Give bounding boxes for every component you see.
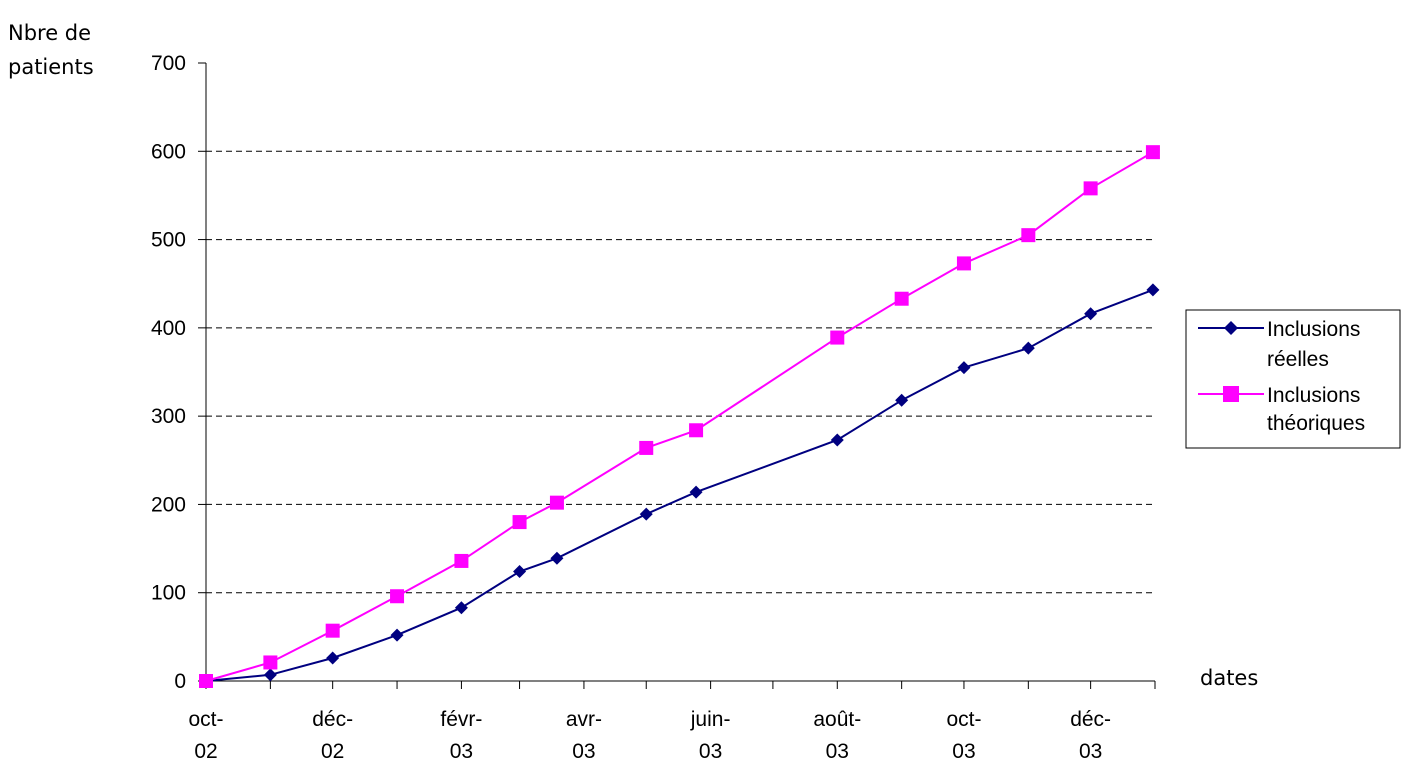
data-point-square: [830, 330, 845, 345]
x-tick-label-month: avr-: [566, 708, 602, 731]
x-tick-label-month: juin-: [690, 708, 731, 731]
y-tick-label-600: 600: [151, 140, 186, 163]
x-tick-label-year: 03: [952, 740, 975, 763]
x-tick-label-year: 02: [321, 740, 344, 763]
data-point-square: [512, 515, 527, 530]
x-tick-label-year: 03: [450, 740, 473, 763]
x-tick-label-year: 02: [194, 740, 217, 763]
data-point-square: [390, 589, 405, 604]
data-point-diamond: [957, 361, 971, 375]
data-point-diamond: [1146, 283, 1160, 297]
data-point-diamond: [454, 601, 468, 615]
y-tick-label-100: 100: [151, 582, 186, 605]
data-point-diamond: [895, 393, 909, 407]
data-point-diamond: [513, 565, 527, 579]
legend-marker-square-icon: [1223, 386, 1239, 402]
legend: Inclusions réelles Inclusions théoriques: [1185, 309, 1401, 449]
data-point-diamond: [830, 433, 844, 447]
data-point-diamond: [550, 551, 564, 565]
data-point-square: [956, 256, 971, 271]
data-point-diamond: [263, 668, 277, 682]
legend-marker-diamond-icon: [1224, 321, 1238, 335]
legend-label-reelles-line1: Inclusions: [1267, 318, 1360, 341]
data-point-square: [199, 674, 213, 688]
data-point-diamond: [326, 651, 340, 665]
x-tick-label-year: 03: [572, 740, 595, 763]
data-point-diamond: [390, 628, 404, 642]
series-layer: [199, 145, 1160, 688]
data-point-square: [639, 440, 654, 455]
y-axis-title-line1: Nbre de: [8, 21, 91, 45]
data-point-diamond: [689, 485, 703, 499]
x-tick-label-month: déc-: [312, 708, 353, 731]
data-point-square: [263, 655, 278, 670]
data-point-square: [1083, 181, 1098, 196]
axes: [198, 62, 1156, 689]
y-tick-label-700: 700: [151, 52, 186, 75]
data-point-square: [549, 495, 564, 510]
y-tick-label-300: 300: [151, 405, 186, 428]
x-tick-label-month: déc-: [1070, 708, 1111, 731]
legend-frame: [1185, 309, 1401, 449]
x-tick-label-month: oct-: [946, 708, 981, 731]
x-tick-label-year: 03: [826, 740, 849, 763]
data-point-diamond: [1021, 341, 1035, 355]
x-tick-label-month: févr-: [440, 708, 482, 731]
gridlines: [206, 150, 1155, 594]
data-point-diamond: [639, 507, 653, 521]
y-tick-label-500: 500: [151, 229, 186, 252]
y-tick-labels: 0 100 200 300 400 500 600 700: [151, 52, 186, 693]
data-point-square: [454, 553, 469, 568]
x-tick-label-month: août-: [813, 708, 861, 731]
data-point-square: [1145, 145, 1160, 160]
data-point-diamond: [1084, 307, 1098, 321]
y-tick-label-0: 0: [174, 670, 186, 693]
legend-label-reelles-line2: réelles: [1267, 348, 1329, 371]
x-tick-labels: oct- 02 déc- 02 févr- 03 avr- 03 juin- 03 août- 03 o…: [188, 708, 1111, 763]
x-tick-label-year: 03: [1079, 740, 1102, 763]
data-point-square: [689, 423, 704, 438]
data-point-square: [1021, 228, 1036, 243]
y-axis-title-line2: patients: [8, 55, 94, 79]
y-tick-label-400: 400: [151, 317, 186, 340]
x-axis-title: dates: [1200, 666, 1258, 690]
legend-label-theoriques-line1: Inclusions: [1267, 384, 1360, 407]
x-tick-label-month: oct-: [188, 708, 223, 731]
data-point-square: [894, 291, 909, 306]
data-point-square: [325, 623, 340, 638]
y-tick-label-200: 200: [151, 493, 186, 516]
x-tick-label-year: 03: [699, 740, 722, 763]
legend-label-theoriques-line2: théoriques: [1267, 412, 1365, 435]
